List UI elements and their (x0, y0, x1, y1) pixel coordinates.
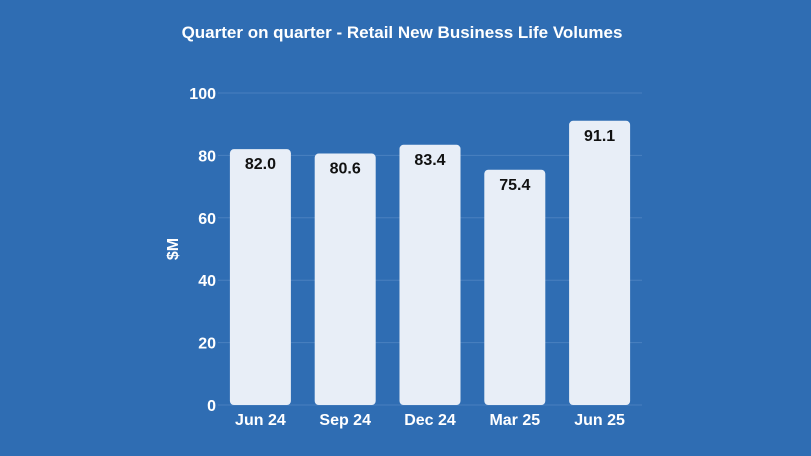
y-tick-label: 80 (198, 148, 216, 165)
bar-mar-25 (484, 169, 546, 405)
y-tick-label: 0 (207, 398, 216, 415)
y-tick-label: 100 (189, 86, 216, 103)
data-label: 75.4 (499, 177, 530, 194)
y-axis-label: $M (165, 238, 182, 260)
data-labels: 82.0 80.6 83.4 75.4 91.1 (245, 128, 615, 194)
x-tick-label: Jun 24 (235, 412, 286, 429)
x-tick-label: Jun 25 (574, 412, 625, 429)
y-tick-label: 40 (198, 273, 216, 290)
y-axis-ticks: 0 20 40 60 80 100 (189, 86, 216, 415)
x-tick-label: Mar 25 (489, 412, 540, 429)
data-label: 83.4 (414, 152, 445, 169)
y-tick-label: 60 (198, 211, 216, 228)
x-axis-ticks: Jun 24 Sep 24 Dec 24 Mar 25 Jun 25 (235, 412, 625, 429)
bar-jun-24 (229, 149, 291, 405)
data-label: 80.6 (330, 161, 361, 178)
bars (229, 120, 631, 406)
bar-jun-25 (569, 120, 631, 405)
bar-dec-24 (399, 144, 461, 406)
data-label: 82.0 (245, 156, 276, 173)
y-tick-label: 20 (198, 336, 216, 353)
bar-sep-24 (314, 153, 376, 405)
x-tick-label: Sep 24 (319, 412, 371, 429)
data-label: 91.1 (584, 128, 615, 145)
x-tick-label: Dec 24 (404, 412, 456, 429)
chart-title: Quarter on quarter - Retail New Business… (182, 23, 623, 42)
